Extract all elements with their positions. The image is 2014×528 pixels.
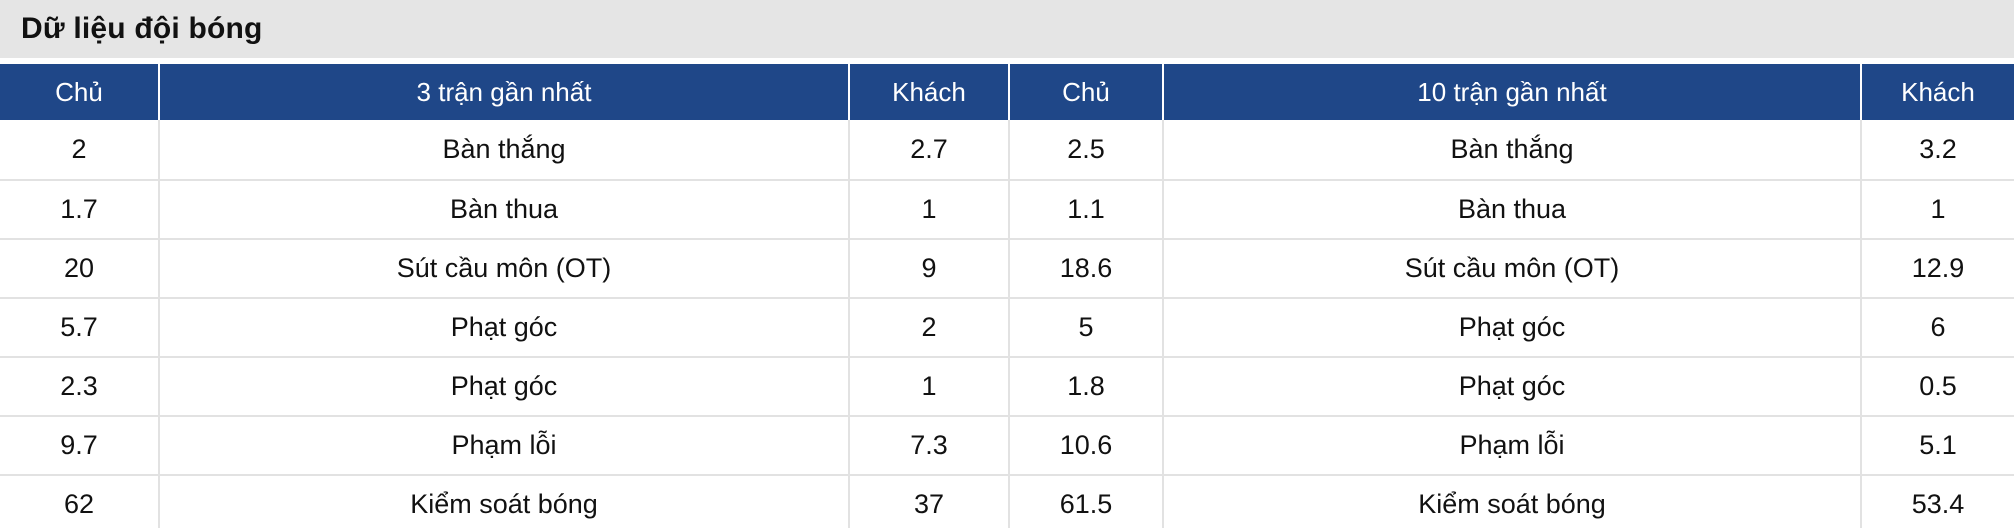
cell-stat-label-last3: Phạt góc — [158, 358, 848, 415]
table-row: 20 Sút cầu môn (OT) 9 18.6 Sút cầu môn (… — [0, 238, 2014, 297]
cell-home-value-last10: 1.8 — [1008, 358, 1162, 415]
cell-home-value-last10: 10.6 — [1008, 417, 1162, 474]
cell-home-value-last3: 9.7 — [60, 430, 98, 460]
header-cell-away-last10: Khách — [1860, 64, 2014, 120]
cell-away-value-last3: 1 — [848, 358, 1008, 415]
table-row: 9.7 Phạm lỗi 7.3 10.6 Phạm lỗi 5.1 — [0, 415, 2014, 474]
cell-away-value-last10: 12.9 — [1860, 240, 2014, 297]
cell-home-value-last3: 5.7 — [60, 312, 98, 342]
cell-stat-label-last3: Phạt góc — [158, 299, 848, 356]
cell-home-value-last10: 2.5 — [1008, 120, 1162, 179]
header-cell-last10-label: 10 trận gần nhất — [1162, 64, 1860, 120]
cell-stat-label-last3: Bàn thắng — [158, 120, 848, 179]
header-cell-last3-label: 3 trận gần nhất — [158, 64, 848, 120]
cell-stat-label-last3: Kiểm soát bóng — [158, 476, 848, 528]
header-cell-home-last3: Chủ — [55, 76, 103, 107]
cell-away-value-last10: 6 — [1860, 299, 2014, 356]
cell-stat-label-last10: Bàn thắng — [1162, 120, 1860, 179]
cell-away-value-last10: 5.1 — [1860, 417, 2014, 474]
cell-stat-label-last10: Bàn thua — [1162, 181, 1860, 238]
cell-away-value-last10: 0.5 — [1860, 358, 2014, 415]
cell-home-value-last3: 2 — [71, 134, 87, 164]
cell-stat-label-last10: Phạm lỗi — [1162, 417, 1860, 474]
title-bar: Dữ liệu đội bóng — [0, 0, 2014, 58]
cell-stat-label-last3: Sút cầu môn (OT) — [158, 240, 848, 297]
cell-away-value-last10: 3.2 — [1860, 120, 2014, 179]
cell-away-value-last10: 1 — [1860, 181, 2014, 238]
cell-stat-label-last3: Phạm lỗi — [158, 417, 848, 474]
cell-home-value-last10: 1.1 — [1008, 181, 1162, 238]
cell-home-value-last3: 1.7 — [60, 194, 98, 224]
cell-away-value-last10: 53.4 — [1860, 476, 2014, 528]
table-row: 5.7 Phạt góc 2 5 Phạt góc 6 — [0, 297, 2014, 356]
cell-away-value-last3: 2.7 — [848, 120, 1008, 179]
cell-stat-label-last10: Sút cầu môn (OT) — [1162, 240, 1860, 297]
table-row: 62 Kiểm soát bóng 37 61.5 Kiểm soát bóng… — [0, 474, 2014, 528]
cell-home-value-last3: 20 — [63, 253, 95, 283]
team-data-table: Chủ 3 trận gần nhất Khách Chủ 10 trận gầ… — [0, 64, 2014, 528]
table-row: 2.3 Phạt góc 1 1.8 Phạt góc 0.5 — [0, 356, 2014, 415]
cell-stat-label-last10: Phạt góc — [1162, 299, 1860, 356]
cell-stat-label-last10: Phạt góc — [1162, 358, 1860, 415]
cell-stat-label-last10: Kiểm soát bóng — [1162, 476, 1860, 528]
cell-home-value-last10: 5 — [1008, 299, 1162, 356]
header-cell-away-last3: Khách — [848, 64, 1008, 120]
cell-home-value-last3: 2.3 — [60, 371, 98, 401]
cell-away-value-last3: 1 — [848, 181, 1008, 238]
cell-home-value-last3: 62 — [63, 489, 95, 519]
page-title: Dữ liệu đội bóng — [21, 12, 263, 45]
cell-away-value-last3: 2 — [848, 299, 1008, 356]
table-header-row: Chủ 3 trận gần nhất Khách Chủ 10 trận gầ… — [0, 64, 2014, 120]
cell-away-value-last3: 37 — [848, 476, 1008, 528]
table-row: 2 Bàn thắng 2.7 2.5 Bàn thắng 3.2 — [0, 120, 2014, 179]
header-cell-home-last10: Chủ — [1008, 64, 1162, 120]
cell-home-value-last10: 61.5 — [1008, 476, 1162, 528]
cell-away-value-last3: 9 — [848, 240, 1008, 297]
table-row: 1.7 Bàn thua 1 1.1 Bàn thua 1 — [0, 179, 2014, 238]
cell-home-value-last10: 18.6 — [1008, 240, 1162, 297]
cell-away-value-last3: 7.3 — [848, 417, 1008, 474]
cell-stat-label-last3: Bàn thua — [158, 181, 848, 238]
